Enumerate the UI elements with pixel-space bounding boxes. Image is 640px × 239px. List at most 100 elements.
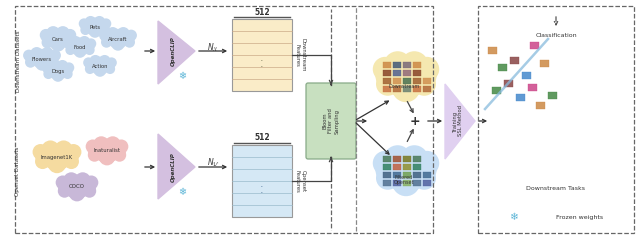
Text: Flowers: Flowers <box>32 56 52 61</box>
Circle shape <box>75 172 91 188</box>
Circle shape <box>35 146 55 166</box>
Circle shape <box>116 27 130 40</box>
Circle shape <box>392 168 420 196</box>
Circle shape <box>79 18 90 29</box>
Circle shape <box>372 57 397 81</box>
Circle shape <box>81 20 93 33</box>
Circle shape <box>88 148 101 162</box>
Circle shape <box>376 72 399 96</box>
Text: 512: 512 <box>254 7 270 16</box>
Circle shape <box>32 49 52 69</box>
Circle shape <box>42 37 53 48</box>
Bar <box>383 86 391 92</box>
Circle shape <box>74 46 86 58</box>
Bar <box>498 64 507 71</box>
Text: ·: · <box>260 188 264 198</box>
Circle shape <box>95 139 120 163</box>
Circle shape <box>65 174 90 200</box>
Circle shape <box>58 184 71 198</box>
Circle shape <box>64 38 74 49</box>
Text: Downstream Datasets: Downstream Datasets <box>15 30 20 92</box>
Circle shape <box>105 64 115 74</box>
Circle shape <box>44 69 54 79</box>
Text: $N_\mathcal{U}$: $N_\mathcal{U}$ <box>207 157 220 169</box>
Bar <box>536 102 545 109</box>
Circle shape <box>97 20 109 33</box>
Circle shape <box>84 45 95 55</box>
Circle shape <box>100 18 111 29</box>
Bar <box>403 172 411 178</box>
Bar <box>383 61 391 68</box>
Polygon shape <box>445 84 475 159</box>
Circle shape <box>81 25 90 35</box>
Circle shape <box>54 141 72 158</box>
Circle shape <box>35 58 49 71</box>
Circle shape <box>42 141 60 158</box>
Circle shape <box>25 51 40 65</box>
Circle shape <box>79 177 96 195</box>
Text: 512: 512 <box>254 134 270 142</box>
Circle shape <box>101 31 116 45</box>
Bar <box>413 86 421 92</box>
Text: OpenCLIP: OpenCLIP <box>170 152 175 182</box>
Text: Filtered
Openset: Filtered Openset <box>394 175 414 185</box>
Circle shape <box>111 38 125 51</box>
Text: $N_\mathcal{X}$: $N_\mathcal{X}$ <box>207 41 219 53</box>
Circle shape <box>60 64 72 77</box>
Bar <box>393 156 401 162</box>
Circle shape <box>52 70 64 82</box>
Circle shape <box>384 149 428 193</box>
Text: Classification: Classification <box>535 33 577 38</box>
Circle shape <box>384 55 428 99</box>
Bar <box>492 87 501 94</box>
Circle shape <box>83 184 96 198</box>
Bar <box>383 163 391 170</box>
Circle shape <box>23 50 35 61</box>
Circle shape <box>69 185 85 201</box>
Circle shape <box>99 149 115 165</box>
Bar <box>488 47 497 54</box>
Circle shape <box>35 154 50 169</box>
Circle shape <box>125 30 137 41</box>
Circle shape <box>65 40 79 53</box>
Circle shape <box>46 26 60 40</box>
Bar <box>393 77 401 84</box>
Text: Downstream
Features: Downstream Features <box>294 38 305 72</box>
Bar <box>383 172 391 178</box>
Circle shape <box>64 62 74 73</box>
Bar <box>413 163 421 170</box>
Circle shape <box>93 16 106 28</box>
Circle shape <box>51 38 65 52</box>
Text: Dogs: Dogs <box>51 69 65 74</box>
Circle shape <box>93 136 109 152</box>
Circle shape <box>47 28 69 50</box>
Circle shape <box>44 51 59 65</box>
Circle shape <box>81 40 95 53</box>
Bar <box>413 70 421 76</box>
Text: Pets: Pets <box>90 25 100 29</box>
Circle shape <box>86 38 96 49</box>
Circle shape <box>85 59 98 72</box>
Text: COCO: COCO <box>69 185 85 190</box>
Circle shape <box>100 25 109 35</box>
Circle shape <box>63 69 73 79</box>
Circle shape <box>63 172 79 188</box>
Circle shape <box>415 57 439 81</box>
Bar <box>423 77 431 84</box>
Circle shape <box>30 47 44 60</box>
Bar <box>413 156 421 162</box>
Bar <box>504 80 513 87</box>
Circle shape <box>33 144 49 160</box>
Text: Frozen weights: Frozen weights <box>556 214 603 219</box>
Bar <box>510 57 519 64</box>
Circle shape <box>42 62 52 73</box>
Polygon shape <box>158 134 195 199</box>
Circle shape <box>102 59 115 72</box>
Circle shape <box>86 140 100 154</box>
Text: ❄: ❄ <box>509 212 517 222</box>
Circle shape <box>86 18 104 36</box>
Circle shape <box>108 29 128 49</box>
Circle shape <box>70 38 90 56</box>
Circle shape <box>63 37 74 48</box>
Circle shape <box>383 51 412 79</box>
